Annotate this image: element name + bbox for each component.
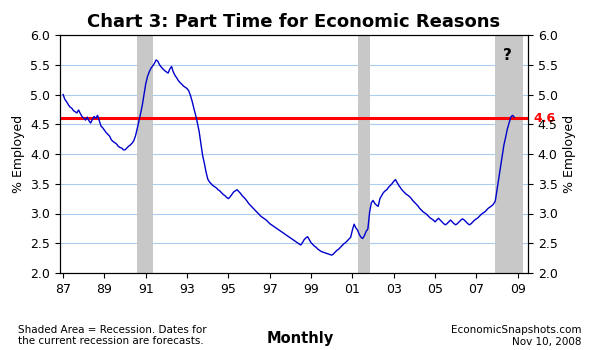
Text: EconomicSnapshots.com
Nov 10, 2008: EconomicSnapshots.com Nov 10, 2008 bbox=[452, 325, 582, 346]
Bar bbox=[358, 35, 370, 273]
Text: ?: ? bbox=[503, 48, 512, 63]
Y-axis label: % Employed: % Employed bbox=[563, 115, 576, 193]
Text: Monthly: Monthly bbox=[266, 331, 334, 346]
Y-axis label: % Employed: % Employed bbox=[12, 115, 25, 193]
Title: Chart 3: Part Time for Economic Reasons: Chart 3: Part Time for Economic Reasons bbox=[88, 13, 500, 31]
Text: Shaded Area = Recession. Dates for
the current recession are forecasts.: Shaded Area = Recession. Dates for the c… bbox=[18, 325, 206, 346]
Text: 4.6: 4.6 bbox=[533, 112, 556, 125]
Bar bbox=[137, 35, 152, 273]
Bar bbox=[495, 35, 523, 273]
